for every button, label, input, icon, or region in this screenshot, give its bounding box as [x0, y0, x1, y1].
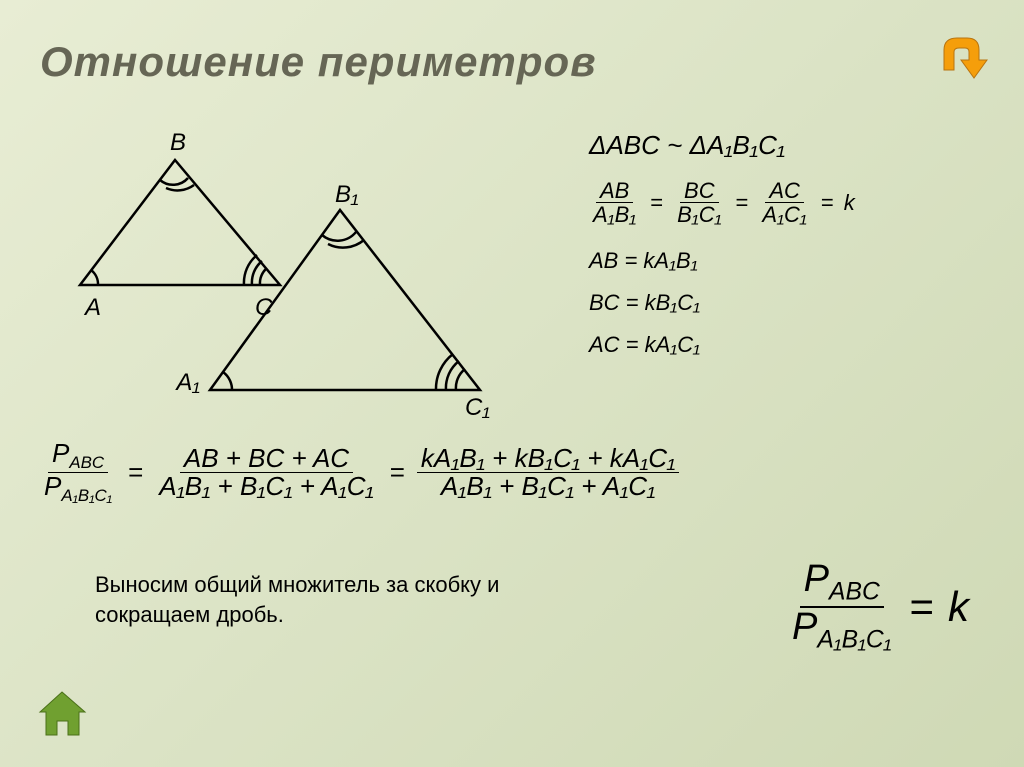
similarity-statement: ΔABC ~ ΔA₁B₁C₁	[589, 130, 989, 161]
triangles-diagram: A B C A₁ B₁ C₁	[60, 130, 510, 400]
perimeter-derivation: PABC PA₁B₁C₁ = AB + BC + AC A₁B₁ + B₁C₁ …	[40, 440, 679, 505]
home-icon	[35, 687, 90, 742]
vertex-B: B	[170, 130, 186, 156]
eq-AB: AB = kA₁B₁	[589, 248, 989, 274]
eq-AC: AC = kA₁C₁	[589, 332, 989, 358]
ratio-equation: ABA₁B₁ = BCB₁C₁ = ACA₁C₁ = k	[589, 179, 989, 226]
eq-BC: BC = kB₁C₁	[589, 290, 989, 316]
vertex-C1: C₁	[465, 394, 490, 421]
vertex-A1: A₁	[174, 369, 200, 396]
formulas-block: ΔABC ~ ΔA₁B₁C₁ ABA₁B₁ = BCB₁C₁ = ACA₁C₁ …	[589, 130, 989, 374]
result-equation: PABC PA₁B₁C₁ = k	[788, 560, 969, 653]
back-button[interactable]	[929, 30, 989, 85]
vertex-B1: B₁	[335, 181, 359, 208]
u-turn-icon	[929, 30, 989, 85]
vertex-C: C	[255, 294, 273, 321]
vertex-A: A	[83, 294, 101, 321]
slide-title: Отношение периметров	[40, 38, 597, 86]
explanation-text: Выносим общий множитель за скобку и сокр…	[95, 570, 499, 629]
home-button[interactable]	[35, 687, 90, 742]
